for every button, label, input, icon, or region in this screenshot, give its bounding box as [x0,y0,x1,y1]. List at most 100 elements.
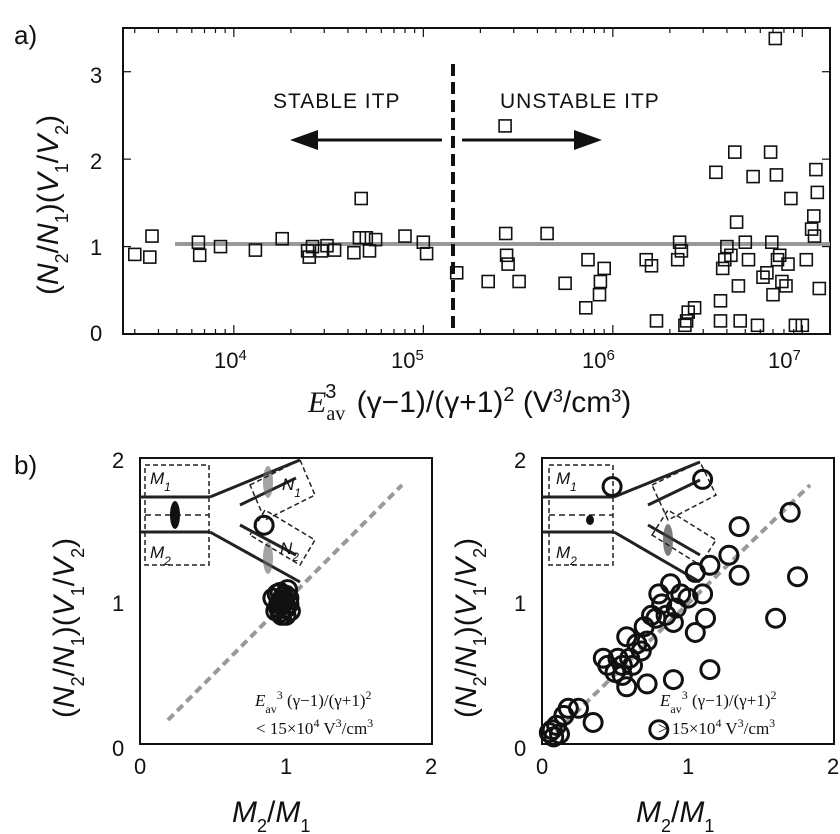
panel-b-left-annot-line2: < 15×104 V3/cm3 [256,716,373,738]
panel-a-point-17 [359,231,374,245]
panel-a-point-78 [804,222,819,236]
panel-a-point-60 [746,169,760,184]
panel-b-right-point-33 [699,554,721,576]
panel-a-ytick-2: 2 [90,149,102,174]
panel-a-point-54 [727,145,742,159]
panel-b-right-point-40 [787,566,808,588]
panel-b-left-xtick-2: 2 [425,754,437,779]
panel-b-left-xtick-0: 0 [134,754,146,779]
panel-a-point-75 [788,318,803,333]
panel-a-point-49 [713,293,728,308]
unstable-itp-label: UNSTABLE ITP [500,90,660,113]
panel-a-point-66 [766,287,780,302]
panel-a-point-28 [501,257,515,271]
panel-b-right-point-39 [779,501,801,523]
panel-a-point-43 [678,318,692,333]
panel-a-label: a) [14,20,37,50]
panel-a-point-1 [143,250,157,264]
panel-a-xtick-1e7: 107 [768,347,801,374]
panel-b-right-point-36 [728,516,750,538]
panel-a-point-59 [741,252,756,267]
panel-a-point-0 [128,247,142,262]
panel-a-point-82 [810,185,825,200]
panel-b-left-ylabel: (N2/N1)(V1/V2) [48,538,88,718]
panel-a-point-65 [764,235,779,249]
panel-b-right-diagonal [554,483,812,734]
panel-a-point-26 [498,226,513,241]
panel-a-point-10 [305,239,320,254]
panel-a-point-62 [756,270,770,285]
panel-a-point-34 [592,287,607,302]
panel-b-left-inset: M1 M2 N1 N2 [140,458,317,584]
panel-a-xtick-1e5: 105 [391,347,424,374]
panel-a-point-71 [775,274,789,289]
panel-a-point-50 [715,261,730,276]
inset-n2-label: N2 [280,539,299,564]
panel-a-point-69 [770,252,785,267]
panel-a-point-72 [779,279,793,293]
panel-b-right-ytick-1: 1 [514,591,526,616]
panel-a-point-3 [191,235,206,249]
panel-b-left: b) M1 M2 N1 N2 Eav3 (γ−1)/(γ+1)2 < 15×10… [14,448,437,834]
panel-a-ytick-1: 1 [90,235,102,260]
panel-a-point-63 [760,265,774,280]
panel-b-right-xlabel: M2/M1 [636,796,714,834]
panel-b-left-frame [139,457,433,745]
panel-b-right-point-4 [549,723,570,745]
stable-itp-label: STABLE ITP [273,90,400,113]
panel-a-point-58 [738,235,753,249]
panel-b-right-point-48 [592,647,614,669]
panel-b-right-point-32 [695,607,716,629]
panel-a-point-41 [672,235,687,249]
panel-b-right-point-34 [699,659,721,681]
stable-arrow-head [290,130,318,150]
panel-a-point-5 [213,239,228,254]
panel-a-point-40 [670,252,685,267]
panel-a-point-19 [368,232,383,247]
panel-a-point-20 [398,229,412,243]
panel-a-point-4 [192,248,207,263]
panel-b-right-point-38 [765,607,787,629]
panel-a-xtick-1e6: 106 [582,347,615,374]
panel-b-right-xtick-0: 0 [536,754,548,779]
panel-b-right-point-20 [636,673,658,695]
panel-b-right-annot-line2: > 15×104 V3/cm3 [658,716,775,738]
panel-a-point-29 [512,274,526,289]
panel-a-point-25 [498,119,512,133]
unstable-arrow-head [574,130,602,150]
inset-n1-label: N1 [282,475,301,500]
panel-b-right-xtick-2: 2 [827,754,839,779]
panel-b-right-point-8 [582,712,604,733]
inset-m1-label: M1 [150,469,171,494]
panel-a-point-81 [809,162,823,177]
panel-a-point-48 [713,314,728,328]
inset-right-m1-label: M1 [556,469,577,494]
panel-a-points [128,31,827,333]
panel-a-point-77 [799,252,814,267]
panel-b-right-point-45 [601,476,623,498]
panel-a-ylabel: (N2/N1)(V1/V2) [32,115,72,295]
panel-a-point-46 [687,300,702,315]
panel-a-point-30 [540,226,554,241]
panel-b-right-ylabel: (N2/N1)(V1/V2) [450,538,490,718]
panel-b-right-annot-line1: Eav3 (γ−1)/(γ+1)2 [659,688,777,716]
panel-b-right-point-6 [557,697,579,719]
panel-b-right-point-7 [568,697,589,719]
panel-a-point-2 [145,229,159,243]
panel-b-right-point-37 [728,564,750,586]
panel-a-ytick-0: 0 [90,321,102,346]
panel-a-point-14 [347,245,361,260]
panel-a-point-22 [419,246,434,261]
panel-a-ytick-3: 3 [90,63,102,88]
panel-b-left-point-19 [275,604,297,626]
panel-a-point-70 [772,248,787,263]
panel-a-point-16 [354,191,369,206]
panel-b-right-point-26 [660,573,681,595]
panel-a-point-38 [644,258,659,273]
panel-b-right-ytick-0: 0 [514,736,526,761]
panel-a-point-55 [729,215,744,229]
panel-b-right-xtick-1: 1 [682,754,694,779]
panel-b-left-diagonal [166,483,404,722]
panel-b-right-point-44 [670,583,692,605]
